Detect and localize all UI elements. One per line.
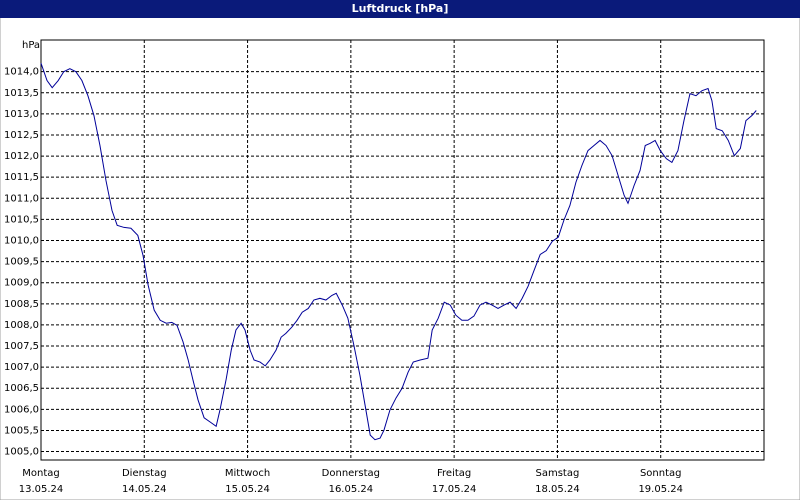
x-tick-label: Dienstag — [122, 468, 167, 479]
x-tick-label: Donnerstag — [322, 468, 380, 479]
y-tick-label: 1006,5 — [4, 383, 39, 394]
y-tick-label: 1012,0 — [4, 151, 39, 162]
y-tick-label: 1013,0 — [4, 109, 39, 120]
y-tick-label: 1010,0 — [4, 236, 39, 247]
x-tick-label: Samstag — [536, 468, 580, 479]
y-tick-label: 1013,5 — [4, 88, 39, 99]
y-tick-label: 1008,5 — [4, 299, 39, 310]
y-tick-label: 1007,0 — [4, 362, 39, 373]
x-tick-label: Mittwoch — [225, 468, 270, 479]
y-unit: hPa — [22, 40, 40, 51]
x-tick-date: 16.05.24 — [329, 484, 374, 495]
y-tick-label: 1007,5 — [4, 341, 39, 352]
y-tick-label: 1009,5 — [4, 257, 39, 268]
y-tick-label: 1009,0 — [4, 278, 39, 289]
y-tick-label: 1011,5 — [4, 172, 39, 183]
y-tick-label: 1005,0 — [4, 447, 39, 458]
x-tick-label: Freitag — [437, 468, 471, 479]
title-bar — [0, 0, 800, 18]
x-tick-label: Montag — [22, 468, 59, 479]
y-tick-label: 1014,0 — [4, 67, 39, 78]
x-tick-label: Sonntag — [640, 468, 682, 479]
x-tick-date: 19.05.24 — [638, 484, 683, 495]
x-tick-date: 17.05.24 — [432, 484, 477, 495]
y-tick-label: 1008,0 — [4, 320, 39, 331]
x-tick-date: 15.05.24 — [225, 484, 270, 495]
data-line — [40, 63, 757, 441]
y-tick-label: 1005,5 — [4, 425, 39, 436]
chart-title: Luftdruck [hPa] — [352, 2, 449, 15]
y-tick-label: 1010,5 — [4, 214, 39, 225]
x-tick-date: 18.05.24 — [535, 484, 580, 495]
y-tick-label: 1006,0 — [4, 404, 39, 415]
x-tick-date: 13.05.24 — [19, 484, 64, 495]
x-tick-date: 14.05.24 — [122, 484, 167, 495]
y-tick-label: 1012,5 — [4, 130, 39, 141]
y-tick-label: 1011,0 — [4, 193, 39, 204]
